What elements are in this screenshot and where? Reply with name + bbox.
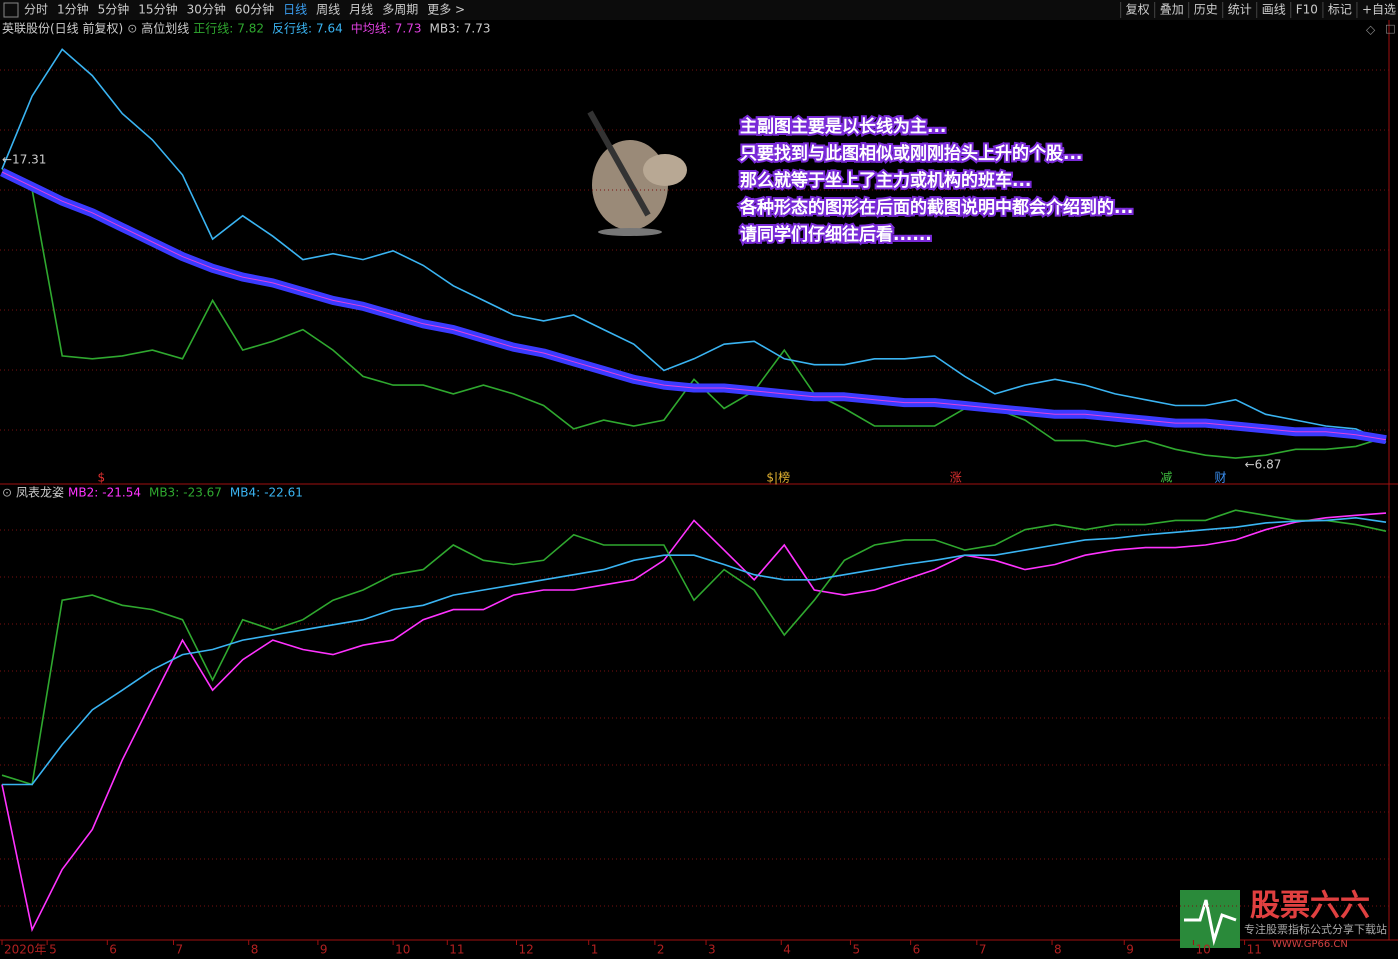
x-tick-label: 8 [251,943,259,957]
close-icon[interactable]: ☐ [1385,23,1396,37]
signal-label: $ [97,471,105,485]
toolbar [0,0,1398,20]
price-marker: ←6.87 [1245,457,1282,471]
tool-button[interactable]: 标记 [1328,3,1352,17]
signal-label: 涨 [950,470,962,485]
tool-button[interactable]: F10 [1296,3,1318,17]
period-tab[interactable]: 月线 [349,3,373,17]
legend-value: 7.73 [395,22,422,36]
collapse-icon[interactable]: ◇ [1366,23,1376,37]
watermark-slogan: 专注股票指标公式分享下载站 [1244,922,1387,936]
series-line [1,512,1387,933]
period-tab[interactable]: 周线 [316,3,340,17]
legend-value: -22.61 [264,486,303,500]
period-tab[interactable]: 15分钟 [138,2,177,17]
legend-value: -21.54 [102,486,141,500]
annotation-line: 那么就等于坐上了主力或机构的班车... [740,170,1031,191]
x-tick-label: 3 [708,943,716,957]
x-tick-label: 5 [49,943,57,957]
watermark [1180,890,1240,948]
series-line [1,509,1387,786]
annotation-line: 只要找到与此图相似或刚刚抬头上升的个股... [740,143,1082,164]
legend-label: 正行线: [193,22,233,36]
tool-button[interactable]: 统计 [1228,3,1252,17]
x-tick-label: 2 [657,943,665,957]
price-marker: ←17.31 [2,153,46,167]
period-tab[interactable]: 1分钟 [57,2,89,17]
legend-label: 中均线: [351,21,391,36]
x-tick-label: 12 [518,943,533,957]
x-tick-label: 9 [320,943,328,957]
signal-label: $|榜 [766,470,790,485]
legend-value: 7.82 [237,22,264,36]
menu-icon[interactable] [3,2,19,18]
legend-label: 反行线: [272,22,312,36]
x-tick-label: 11 [449,943,464,957]
collapse-icon: ⊙ [2,486,12,500]
annotation-line: 各种形态的图形在后面的截图说明中都会介绍到的... [739,197,1133,218]
signal-label: 减 [1160,471,1172,485]
watermark-title: 股票六六 [1250,889,1370,924]
collapse-icon: ⊙ [127,22,137,36]
tool-button[interactable]: 叠加 [1160,3,1184,17]
period-tab[interactable]: 日线 [283,3,307,17]
legend-label: MB3: [149,486,179,500]
period-tab[interactable]: 5分钟 [98,2,130,17]
x-tick-label: 4 [783,943,791,957]
period-tab[interactable]: 30分钟 [187,2,226,17]
series-line [1,168,1387,459]
panel-title: 英联股份(日线 前复权) [2,21,123,36]
tool-button[interactable]: 画线 [1262,3,1286,17]
legend-label: MB4: [230,486,260,500]
series-line [1,48,1387,444]
period-tab[interactable]: 60分钟 [235,2,274,17]
period-tab[interactable]: 分时 [24,3,48,17]
tool-button[interactable]: +自选 [1362,3,1396,17]
x-tick-label: 7 [175,943,183,957]
x-tick-label: 8 [1054,943,1062,957]
annotation-line: 请同学们仔细往后看...... [740,224,932,245]
series-line [1,171,1387,441]
mascot [587,110,687,236]
indicator-name: 高位划线 [141,21,189,36]
x-tick-label: 6 [913,943,921,957]
x-tick-label: 5 [852,943,860,957]
period-tab[interactable]: 更多 > [427,3,465,17]
tool-button[interactable]: 历史 [1194,3,1218,17]
series-line [2,516,1387,786]
signal-label: 财 [1215,471,1227,485]
period-tab[interactable]: 多周期 [382,3,418,17]
x-tick-label: 2020年 [4,943,47,957]
annotation-line: 主副图主要是以长线为主... [740,116,946,137]
x-tick-label: 1 [591,943,599,957]
legend-value: 7.73 [464,22,491,36]
watermark-url: WWW.GP66.CN [1272,939,1348,950]
panel-title: 凤表龙姿 [16,486,64,500]
legend-label: MB2: [68,486,98,500]
x-tick-label: 10 [1195,943,1210,957]
x-tick-label: 9 [1126,943,1134,957]
x-tick-label: 11 [1247,943,1262,957]
x-tick-label: 7 [979,943,987,957]
legend-label: MB3: [430,22,460,36]
legend-value: 7.64 [316,22,343,36]
x-tick-label: 10 [395,943,410,957]
x-tick-label: 6 [109,943,117,957]
legend-value: -23.67 [183,486,222,500]
tool-button[interactable]: 复权 [1126,3,1150,17]
